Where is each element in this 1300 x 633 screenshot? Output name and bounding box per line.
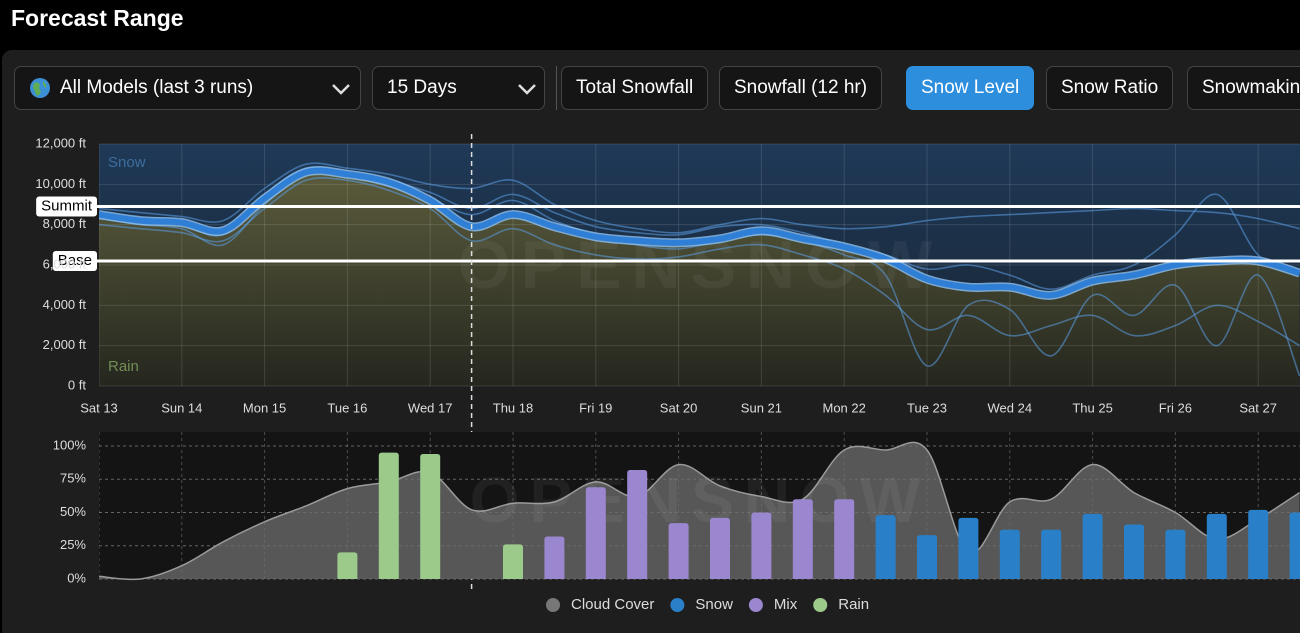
legend-label: Mix: [774, 596, 798, 613]
bar: [1124, 524, 1144, 579]
bar: [875, 515, 896, 579]
model-select-label: All Models (last 3 runs): [60, 77, 254, 98]
bar: [1289, 512, 1300, 579]
y-tick-label: 75%: [60, 471, 86, 486]
legend-label: Snow: [695, 596, 733, 613]
bar: [585, 487, 606, 579]
legend-label: Cloud Cover: [571, 596, 654, 613]
legend-label: Rain: [838, 596, 869, 613]
bar: [668, 523, 689, 579]
group: OPENSNOW: [99, 432, 1300, 581]
y-tick-label: 8,000 ft: [43, 216, 87, 231]
x-tick-label: Sun 14: [161, 400, 202, 415]
legend-swatch: [748, 598, 763, 612]
bar: [958, 517, 979, 579]
tab[interactable]: Total Snowfall: [561, 66, 709, 110]
bar: [420, 453, 441, 579]
reference-label-box: [52, 250, 97, 271]
reference-label: Base: [58, 252, 92, 269]
x-tick-label: Mon 22: [823, 400, 866, 415]
bar: [999, 529, 1020, 579]
legend-swatch: [670, 598, 685, 612]
x-tick-label: Sun 21: [741, 400, 782, 415]
y-tick-label: 25%: [60, 537, 86, 552]
bar: [627, 469, 648, 579]
watermark: OPENSNOW: [470, 464, 930, 536]
y-tick-label: 4,000 ft: [43, 297, 87, 312]
bar: [1165, 529, 1186, 579]
bar: [378, 452, 399, 579]
reference-label-box: [36, 196, 97, 217]
model-line: [99, 162, 1300, 234]
x-tick-label: Thu 25: [1072, 400, 1112, 415]
tab[interactable]: Snow Ratio: [1046, 66, 1174, 110]
tab[interactable]: Snowfall (12 hr): [719, 66, 883, 110]
y-tick-label: 10,000 ft: [35, 176, 86, 191]
tab[interactable]: Snow Level: [906, 66, 1035, 110]
legend-swatch: [813, 598, 828, 612]
x-tick-label: Mon 15: [243, 400, 286, 415]
page-title: Forecast Range: [11, 5, 184, 31]
bar: [1041, 529, 1062, 579]
bar: [710, 517, 730, 579]
y-tick-label: 2,000 ft: [43, 337, 87, 352]
bar: [1248, 509, 1269, 579]
model-select[interactable]: All Models (last 3 runs): [14, 66, 361, 110]
x-tick-label: Tue 16: [327, 400, 367, 415]
days-select[interactable]: 15 Days: [372, 66, 545, 110]
x-tick-label: Wed 17: [408, 400, 453, 415]
y-tick-label: 6,000 ft: [43, 256, 87, 271]
cloud-line: [99, 441, 1300, 581]
days-select-label: 15 Days: [387, 77, 457, 98]
globe-icon: [30, 78, 50, 98]
bar: [792, 499, 813, 579]
x-tick-label: Thu 18: [493, 400, 533, 415]
rain-label: Rain: [108, 358, 139, 375]
bar: [1082, 513, 1103, 579]
reference-label: Summit: [41, 197, 93, 214]
bar: [503, 544, 523, 579]
bar: [544, 536, 565, 579]
model-line: [99, 176, 1300, 347]
x-tick-label: Sat 20: [660, 400, 698, 415]
x-tick-label: Sat 13: [80, 400, 118, 415]
x-tick-label: Sat 27: [1239, 400, 1277, 415]
chevron: [518, 84, 536, 95]
separator: [556, 66, 557, 110]
main-line: [99, 167, 1300, 299]
tab[interactable]: Snowmaking: [1187, 66, 1300, 110]
cloud-area: [99, 442, 1300, 580]
x-tick-label: Tue 23: [907, 400, 947, 415]
bar: [337, 552, 358, 579]
x-tick-label: Fri 19: [579, 400, 612, 415]
x-tick-label: Fri 26: [1159, 400, 1192, 415]
y-tick-label: 100%: [53, 437, 87, 452]
legend-swatch: [546, 598, 560, 612]
y-tick-label: 0 ft: [68, 377, 86, 392]
snow-label: Snow: [108, 154, 146, 171]
chevron: [332, 84, 350, 95]
y-tick-label: 12,000 ft: [35, 135, 86, 150]
y-tick-label: 0%: [67, 570, 86, 585]
x-tick-label: Wed 24: [988, 400, 1033, 415]
bar: [1206, 513, 1227, 579]
bar: [751, 512, 772, 579]
y-tick-label: 50%: [60, 504, 86, 519]
bar: [834, 499, 855, 579]
bar: [917, 535, 937, 579]
